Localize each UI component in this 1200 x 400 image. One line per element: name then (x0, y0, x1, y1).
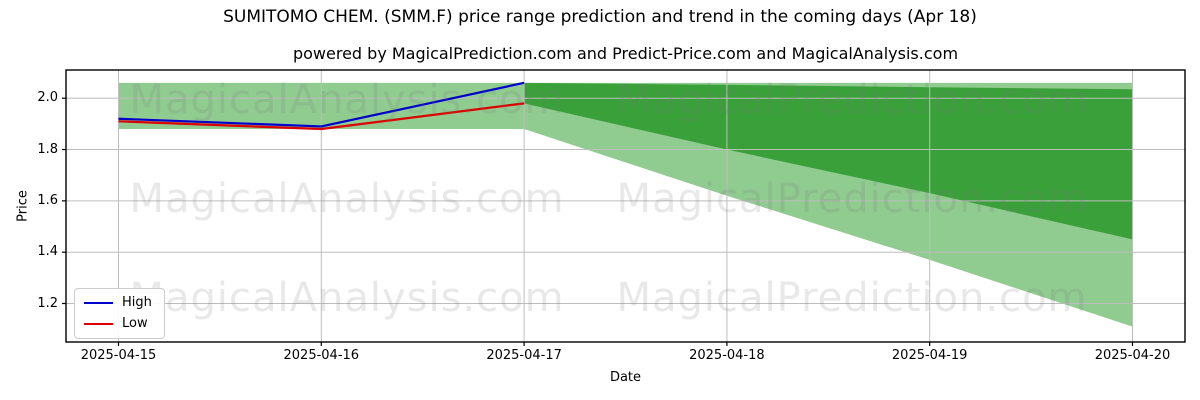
watermark-prediction-1: MagicalPrediction.com (616, 77, 1088, 123)
x-tick-label: 2025-04-20 (1094, 348, 1171, 363)
y-tick-label: 2.0 (37, 90, 58, 106)
watermark-analysis-1: MagicalAnalysis.com (129, 77, 565, 123)
watermark-analysis-2: MagicalAnalysis.com (129, 176, 565, 222)
watermark-prediction-3: MagicalPrediction.com (616, 275, 1088, 321)
band-inner-prediction-range (524, 82, 1133, 240)
series-line-low (118, 102, 525, 131)
y-tick-label: 1.8 (37, 141, 58, 157)
chart-title: SUMITOMO CHEM. (SMM.F) price range predi… (223, 7, 977, 27)
chart-subtitle: powered by MagicalPrediction.com and Pre… (292, 44, 959, 63)
y-tick-label: 1.4 (37, 244, 58, 260)
x-axis-label: Date (609, 370, 642, 385)
legend-swatch-low (84, 323, 113, 325)
plot-border (65, 69, 1186, 343)
x-tick-label: 2025-04-18 (689, 348, 765, 363)
x-tick-label: 2025-04-16 (283, 348, 360, 363)
x-tick-label: 2025-04-17 (486, 348, 562, 363)
series-line-high (118, 81, 525, 128)
legend-swatch-high (84, 302, 113, 304)
watermark-prediction-2: MagicalPrediction.com (616, 176, 1088, 222)
legend-item-low: Low (84, 317, 152, 331)
y-tick-label: 1.2 (37, 295, 58, 311)
x-tick-label: 2025-04-19 (891, 348, 968, 363)
x-tick-label: 2025-04-15 (80, 348, 157, 363)
legend-label-low: Low (122, 316, 148, 331)
legend-item-high: High (84, 296, 152, 310)
legend-label-high: High (122, 295, 152, 310)
chart-legend: High Low (74, 288, 165, 339)
watermark-analysis-3: MagicalAnalysis.com (129, 275, 565, 321)
y-tick-label: 1.6 (37, 192, 58, 208)
